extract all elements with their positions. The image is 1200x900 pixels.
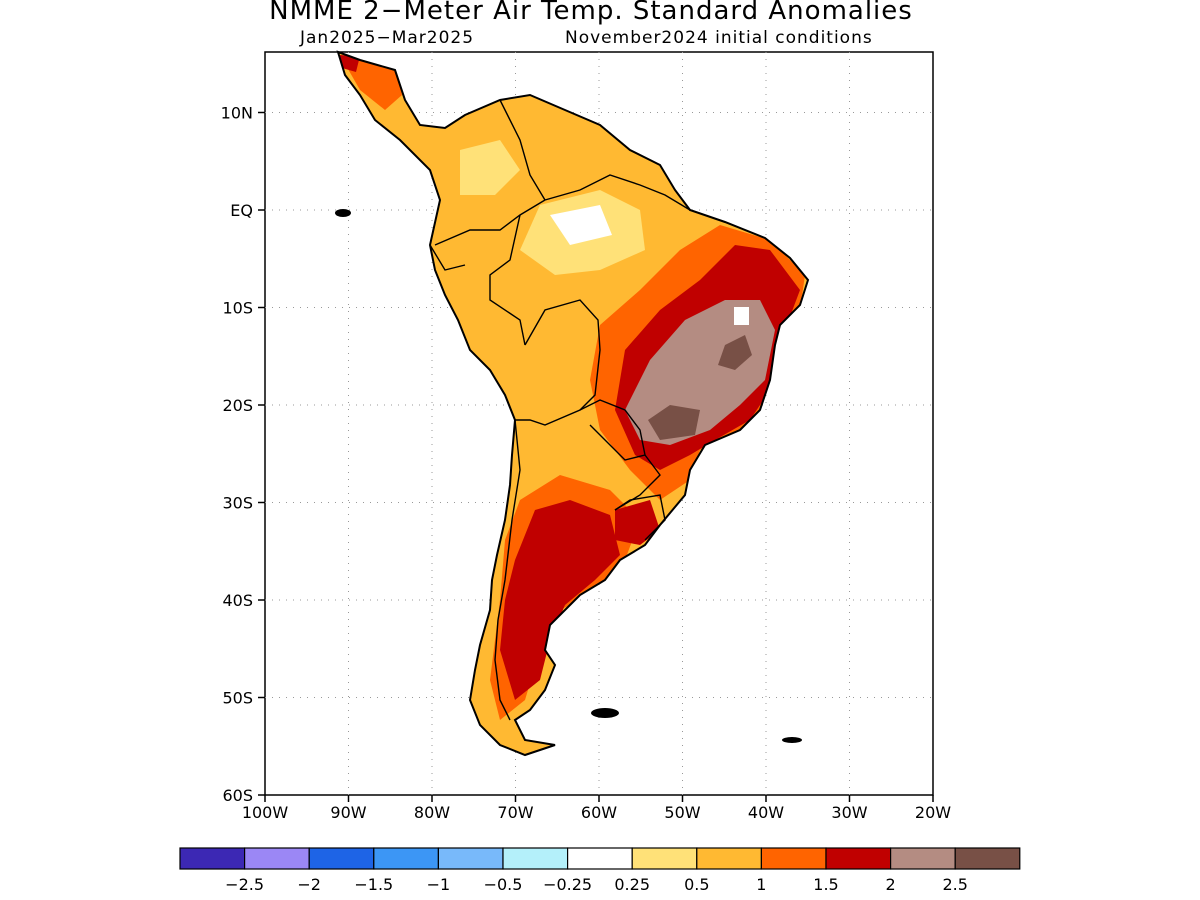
- colorbar-label: 0.25: [614, 875, 650, 894]
- colorbar-label: 0.5: [684, 875, 709, 894]
- lon-tick-label: 60W: [581, 803, 617, 822]
- lon-tick-label: 90W: [330, 803, 366, 822]
- colorbar-label: −2: [297, 875, 321, 894]
- colorbar-swatch: [631, 847, 698, 870]
- lat-tick-label: 10N: [221, 104, 253, 123]
- anomaly-2-uruguay: [615, 500, 660, 545]
- border-paraguay: [579, 399, 646, 461]
- anomaly-neutral-brazil: [734, 307, 749, 325]
- colorbar-swatch: [889, 847, 956, 870]
- anomaly-max-brazil-1: [718, 335, 752, 370]
- colorbar-swatch: [373, 847, 439, 870]
- border-ecuador: [429, 244, 466, 271]
- border-uruguay: [614, 494, 666, 541]
- border-colombia-peru: [434, 199, 546, 246]
- islands: [335, 209, 802, 743]
- colorbar-swatch: [437, 847, 504, 870]
- colorbar-swatch: [760, 847, 827, 870]
- colorbar-swatch: [566, 847, 633, 870]
- colorbar-label: 1.5: [813, 875, 838, 894]
- colorbar-label: 2.5: [942, 875, 967, 894]
- colorbar-label: −1: [427, 875, 451, 894]
- anomaly-2.5-brazil: [625, 300, 775, 445]
- lon-tick-label: 40W: [748, 803, 784, 822]
- colorbar-swatch: [179, 847, 246, 870]
- lat-tick-label: 30S: [222, 494, 253, 513]
- anomaly-max-brazil-2: [648, 405, 700, 440]
- anomaly-2-argentina: [500, 500, 620, 700]
- forecast-period: Jan2025−Mar2025: [300, 28, 475, 48]
- colorbar-swatch: [244, 847, 310, 870]
- lon-tick-label: 50W: [664, 803, 700, 822]
- colorbar-swatch: [954, 847, 1021, 870]
- border-colombia-venezuela: [499, 99, 546, 201]
- lon-tick-label: 20W: [915, 803, 951, 822]
- initial-conditions: November2024 initial conditions: [565, 28, 873, 48]
- colorbar: −2.5 −2 −1.5 −1 −0.5 −0.25 0.25 0.5 1 1.5 2 2.5: [179, 847, 1021, 894]
- colorbar-swatch: [502, 847, 569, 870]
- lat-tick-label: 20S: [222, 396, 253, 415]
- colorbar-label: 1: [756, 875, 766, 894]
- lat-tick-label: 60S: [222, 786, 253, 805]
- border-bolivia: [515, 299, 601, 426]
- lon-tick-label: 80W: [414, 803, 450, 822]
- border-chile-argentina: [494, 419, 521, 721]
- map-title: NMME 2−Meter Air Temp. Standard Anomalie…: [269, 0, 913, 26]
- colorbar-label: 2: [886, 875, 896, 894]
- colorbar-swatch: [696, 847, 762, 870]
- falkland-islands: [591, 708, 619, 718]
- colorbar-label: −0.5: [484, 875, 523, 894]
- border-venezuela-brazil: [544, 174, 691, 211]
- colorbar-label: −0.25: [543, 875, 592, 894]
- colorbar-swatch: [825, 847, 892, 870]
- anomaly-0.25-colombia: [460, 140, 520, 195]
- anomaly-neutral-amazon: [550, 205, 612, 245]
- lon-tick-label: 30W: [831, 803, 867, 822]
- lat-tick-label: EQ: [230, 201, 253, 220]
- colorbar-label: −1.5: [354, 875, 393, 894]
- galapagos-islands: [335, 209, 351, 217]
- south-georgia: [782, 737, 802, 743]
- lon-tick-label: 70W: [497, 803, 533, 822]
- border-peru-brazil: [489, 214, 526, 346]
- lon-tick-label: 100W: [242, 803, 289, 822]
- country-borders: [429, 99, 691, 721]
- colorbar-label: −2.5: [225, 875, 264, 894]
- lat-tick-label: 10S: [222, 299, 253, 318]
- lat-tick-label: 40S: [222, 591, 253, 610]
- colorbar-swatch: [308, 847, 375, 870]
- lat-tick-label: 50S: [222, 689, 253, 708]
